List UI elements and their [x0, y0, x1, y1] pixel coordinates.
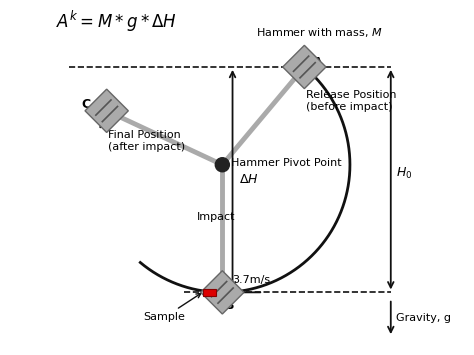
Text: Hammer with mass, $M$: Hammer with mass, $M$ — [256, 26, 383, 39]
Circle shape — [215, 158, 229, 172]
Text: B: B — [225, 299, 234, 312]
Text: C: C — [81, 98, 90, 111]
Polygon shape — [283, 45, 326, 89]
Text: A: A — [313, 56, 323, 69]
Text: $H_0$: $H_0$ — [396, 166, 412, 181]
Text: Impact: Impact — [197, 212, 235, 222]
Text: Final Position
(after impact): Final Position (after impact) — [108, 130, 185, 152]
Text: $A^k = M * g * \Delta H$: $A^k = M * g * \Delta H$ — [56, 9, 177, 34]
Bar — [203, 289, 216, 296]
Polygon shape — [85, 89, 128, 132]
Polygon shape — [201, 271, 244, 314]
Text: Release Position
(before impact): Release Position (before impact) — [306, 90, 396, 111]
Text: Hammer Pivot Point: Hammer Pivot Point — [231, 158, 342, 169]
Text: Sample: Sample — [143, 294, 201, 322]
Text: $\Delta H$: $\Delta H$ — [239, 173, 258, 186]
Text: Gravity, g: Gravity, g — [396, 313, 451, 323]
Text: 3.7m/s: 3.7m/s — [233, 275, 271, 285]
